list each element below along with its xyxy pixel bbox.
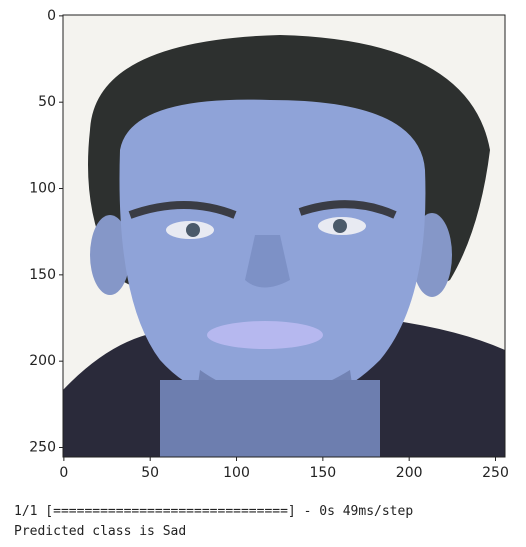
x-tick-label: 250 bbox=[482, 465, 509, 481]
y-tick-label: 50 bbox=[38, 94, 56, 110]
axes-frame bbox=[62, 14, 506, 458]
x-tick-label: 150 bbox=[309, 465, 336, 481]
image bbox=[63, 15, 505, 457]
x-tick-label: 100 bbox=[223, 465, 250, 481]
y-tick-label: 150 bbox=[29, 267, 56, 283]
y-tick-label: 100 bbox=[29, 181, 56, 197]
y-tick-label: 200 bbox=[29, 353, 56, 369]
y-tick-label: 0 bbox=[47, 8, 56, 24]
prediction-line: Predicted class is Sad bbox=[14, 524, 187, 539]
progress-line: 1/1 [==============================] - 0… bbox=[14, 504, 414, 519]
x-tick-label: 0 bbox=[59, 465, 68, 481]
x-tick-label: 200 bbox=[396, 465, 423, 481]
x-tick-label: 50 bbox=[141, 465, 159, 481]
y-tick-label: 250 bbox=[29, 440, 56, 456]
